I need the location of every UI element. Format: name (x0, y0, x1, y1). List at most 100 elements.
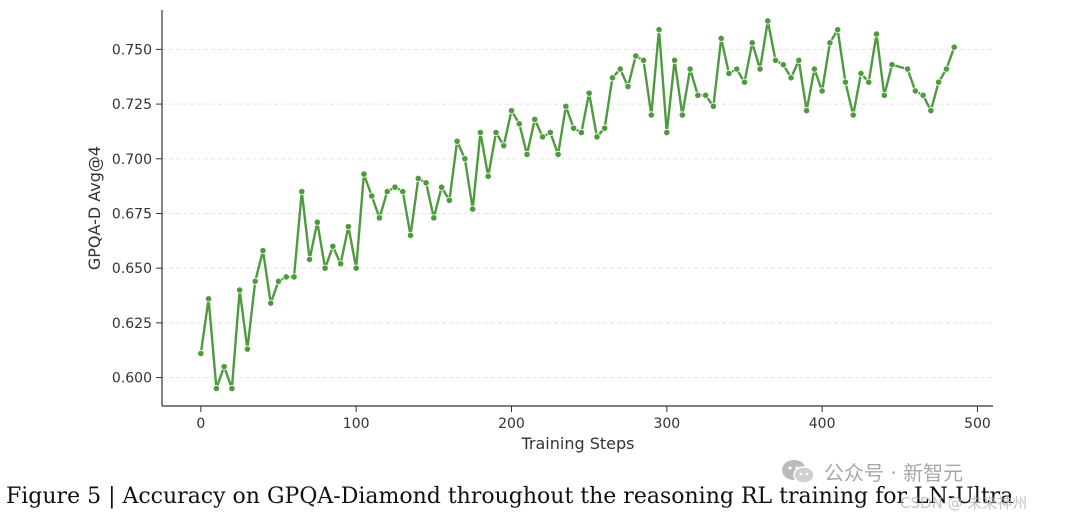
data-point (538, 133, 547, 141)
gridlines (162, 48, 993, 379)
data-point (344, 222, 352, 231)
data-point (515, 120, 523, 128)
data-point (942, 65, 951, 73)
data-point (461, 155, 469, 163)
data-point (888, 61, 896, 69)
data-point (826, 39, 834, 47)
data-point (391, 183, 399, 191)
data-point (841, 78, 850, 86)
watermark-text: 公众号 · 新智元 (824, 461, 964, 485)
data-point (197, 349, 205, 358)
accuracy-line-chart: 0.600 0.625 0.650 0.675 0.700 0.725 0.750 0 100 2… (85, 10, 993, 453)
data-point (228, 384, 236, 393)
data-point (546, 128, 554, 137)
data-point (313, 218, 321, 226)
data-point (733, 65, 741, 73)
data-point (911, 87, 919, 95)
data-point (632, 52, 640, 60)
data-point (647, 111, 655, 119)
data-point (919, 91, 927, 99)
y-tick-label: 0.675 (112, 206, 152, 222)
x-axis-label: Training Steps (521, 434, 635, 453)
data-point (321, 264, 329, 272)
data-point (414, 174, 422, 183)
data-point (624, 82, 632, 91)
data-point (779, 61, 787, 69)
data-point (476, 128, 485, 137)
data-point (935, 78, 943, 86)
y-tick-label: 0.650 (112, 261, 152, 277)
data-point (663, 128, 671, 137)
data-point (834, 26, 842, 34)
data-point (368, 192, 376, 200)
series-line (199, 19, 956, 390)
data-point (531, 115, 539, 123)
data-point (771, 56, 780, 64)
data-point (601, 124, 609, 132)
watermark-subtext: CSDN @ 未来神州 (900, 494, 1028, 512)
x-tick-label: 200 (498, 416, 525, 432)
data-point (787, 74, 795, 82)
data-point (305, 255, 314, 264)
data-point (872, 30, 881, 38)
data-point (795, 56, 803, 64)
data-point (764, 17, 772, 25)
data-point (212, 384, 220, 393)
data-point (608, 74, 617, 82)
data-point (430, 214, 438, 222)
ticks: 0.600 0.625 0.650 0.675 0.700 0.725 0.750 0 100 2… (112, 42, 991, 432)
watermark: 公众号 · 新智元 (780, 457, 963, 486)
data-point (927, 107, 935, 115)
x-tick-label: 500 (964, 416, 991, 432)
data-point (562, 102, 570, 110)
data-point (290, 273, 298, 281)
y-tick-label: 0.725 (112, 97, 152, 113)
data-point (702, 91, 710, 99)
data-point (445, 196, 453, 204)
data-point (204, 295, 213, 303)
y-tick-label: 0.600 (112, 371, 152, 387)
data-point (849, 111, 857, 119)
data-point (437, 183, 446, 191)
data-point (383, 187, 391, 196)
data-point (259, 247, 267, 255)
x-tick-label: 0 (196, 416, 205, 432)
data-point (655, 26, 663, 34)
data-point (282, 273, 290, 281)
data-point (717, 34, 725, 43)
x-tick-label: 100 (343, 416, 370, 432)
data-point (360, 170, 368, 178)
data-point (810, 65, 818, 73)
data-point (523, 150, 531, 158)
data-point (251, 277, 259, 285)
figure-caption: Figure 5 | Accuracy on GPQA-Diamond thro… (6, 484, 1014, 509)
series (197, 17, 958, 393)
data-point (274, 277, 283, 285)
data-point (469, 205, 477, 213)
x-tick-label: 400 (809, 416, 836, 432)
wechat-icon (782, 459, 815, 484)
data-point (670, 56, 679, 64)
data-point (748, 39, 756, 47)
data-point (803, 107, 811, 115)
data-point (375, 214, 384, 222)
data-point (950, 43, 958, 51)
y-tick-label: 0.750 (112, 42, 152, 58)
data-point (554, 150, 562, 158)
data-point (236, 286, 244, 294)
data-point (616, 65, 624, 73)
data-point (740, 78, 749, 86)
data-point (725, 69, 733, 78)
data-point (352, 264, 360, 272)
axes (161, 10, 993, 407)
data-point (298, 187, 306, 196)
data-point (756, 65, 764, 73)
data-point (329, 242, 337, 250)
data-point (500, 142, 508, 150)
data-point (709, 102, 718, 110)
data-point (577, 128, 585, 137)
data-point (220, 363, 228, 371)
data-point (243, 345, 252, 353)
y-tick-label: 0.700 (112, 152, 152, 168)
data-point (903, 65, 912, 73)
